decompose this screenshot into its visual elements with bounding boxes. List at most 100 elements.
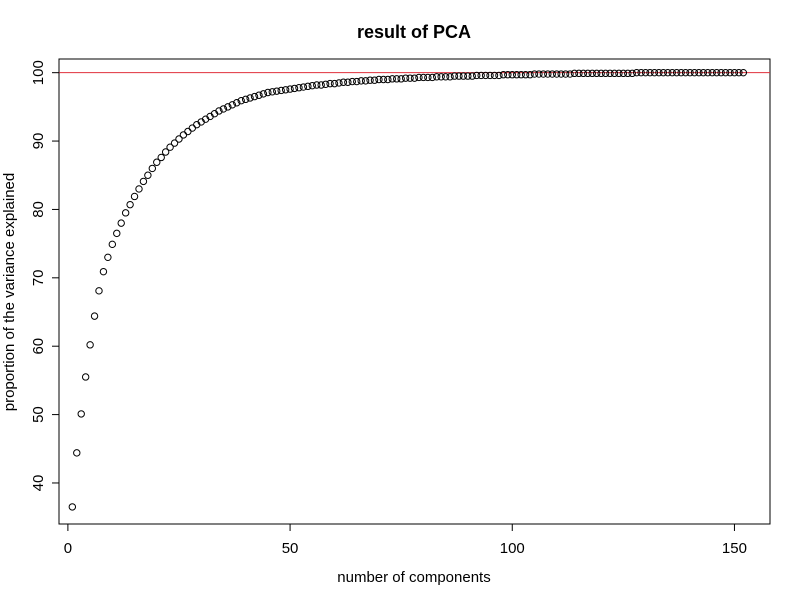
y-tick-label: 100 (30, 60, 47, 85)
data-point (592, 69, 601, 78)
data-point (597, 69, 605, 78)
data-point (606, 69, 614, 78)
data-point (81, 373, 90, 381)
data-point (699, 68, 708, 77)
data-point (437, 73, 445, 81)
data-point (299, 83, 308, 91)
data-point (641, 68, 650, 77)
data-point (450, 72, 459, 80)
data-point (388, 75, 396, 83)
data-point (521, 71, 530, 79)
data-point (677, 68, 685, 77)
data-point (68, 503, 77, 511)
y-tick-label: 80 (30, 201, 47, 218)
y-tick-label: 40 (30, 475, 47, 492)
data-point (459, 72, 468, 80)
data-point (637, 68, 645, 77)
data-point (681, 68, 690, 77)
data-point (224, 103, 232, 111)
data-point (513, 71, 521, 79)
data-point (406, 74, 414, 82)
data-point (99, 267, 108, 276)
data-point (170, 139, 179, 147)
data-point (495, 71, 503, 80)
data-point (95, 287, 103, 295)
data-point (370, 76, 379, 84)
data-point (113, 229, 121, 238)
x-tick-label: 150 (722, 540, 747, 557)
data-point (668, 68, 676, 77)
data-point (468, 72, 476, 80)
data-point (153, 158, 161, 166)
data-point (144, 171, 152, 179)
data-point (241, 95, 250, 104)
data-point (259, 90, 268, 98)
data-point (348, 77, 356, 86)
data-point (455, 72, 463, 80)
data-point (135, 185, 143, 193)
data-point (286, 85, 294, 93)
data-point (273, 87, 281, 95)
data-point (481, 71, 490, 80)
data-point (375, 75, 383, 84)
data-point (428, 73, 436, 82)
data-point (530, 70, 539, 78)
data-point (317, 81, 325, 89)
data-point (188, 124, 197, 132)
data-point (290, 84, 299, 93)
data-point (739, 68, 748, 77)
data-point (628, 69, 636, 78)
data-point (117, 219, 125, 227)
data-point (477, 71, 485, 80)
x-axis-title: number of components (337, 569, 490, 586)
data-point (246, 94, 254, 102)
data-point (166, 143, 174, 151)
data-point (308, 81, 316, 90)
data-point (264, 88, 272, 97)
data-point (410, 74, 419, 82)
data-point (255, 91, 263, 99)
data-point (535, 70, 543, 78)
data-point (219, 105, 228, 113)
data-point (615, 69, 623, 78)
data-point (295, 84, 303, 92)
data-point (424, 73, 432, 82)
data-point (588, 69, 596, 78)
data-point (557, 70, 565, 78)
data-point (735, 68, 743, 77)
data-point (566, 70, 574, 78)
data-point (508, 71, 516, 79)
data-points-layer (68, 68, 748, 511)
data-point (121, 209, 130, 217)
data-point (157, 153, 165, 162)
data-point (726, 68, 734, 77)
data-point (130, 192, 139, 201)
data-point (579, 69, 588, 78)
data-point (650, 68, 659, 77)
data-point (268, 88, 276, 96)
y-tick-label: 70 (30, 269, 47, 286)
data-point (353, 77, 361, 86)
data-point (584, 69, 592, 78)
data-point (517, 71, 525, 79)
data-point (601, 69, 610, 78)
data-point (486, 71, 494, 80)
data-point (490, 71, 499, 80)
data-point (441, 73, 450, 81)
data-point (415, 73, 423, 82)
data-point (330, 79, 339, 88)
data-point (632, 68, 641, 77)
data-point (610, 69, 619, 78)
data-point (313, 81, 321, 89)
data-point (548, 70, 556, 78)
data-point (335, 79, 343, 87)
data-point (473, 71, 481, 80)
data-point (464, 72, 472, 80)
data-point (393, 75, 401, 83)
data-point (575, 69, 583, 78)
plot-frame (58, 58, 771, 525)
data-point (659, 68, 668, 77)
data-point (361, 77, 370, 85)
